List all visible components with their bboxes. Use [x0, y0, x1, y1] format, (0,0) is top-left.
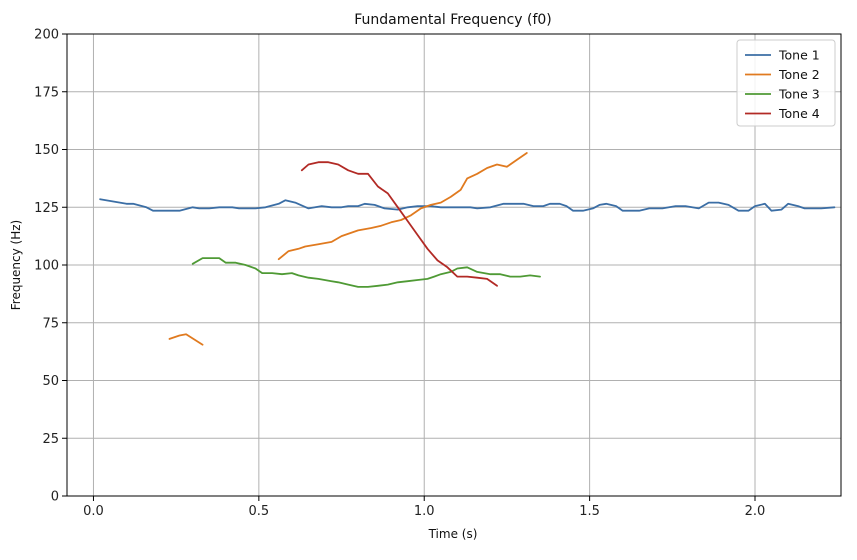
x-tick-label: 1.0 [414, 504, 435, 519]
y-axis-label: Frequency (Hz) [9, 220, 23, 311]
y-tick-label: 200 [34, 28, 59, 43]
y-tick-label: 0 [51, 490, 59, 505]
legend-label: Tone 3 [778, 87, 820, 102]
y-tick-label: 125 [34, 201, 59, 216]
y-tick-label: 150 [34, 143, 59, 158]
x-tick-label: 0.5 [249, 504, 270, 519]
series-line-tone-1 [99, 198, 836, 212]
legend-label: Tone 1 [778, 48, 820, 63]
y-tick-label: 100 [34, 259, 59, 274]
legend: Tone 1 Tone 2 Tone 3 Tone 4 [736, 39, 836, 127]
y-tick-label: 25 [42, 432, 59, 447]
series-line-tone-2 [277, 152, 528, 261]
x-tick-label: 0.0 [83, 504, 104, 519]
chart-title: Fundamental Frequency (f0) [354, 12, 552, 28]
y-tick-label: 50 [42, 374, 59, 389]
x-tick-label: 2.0 [745, 504, 766, 519]
series-line-tone-4 [300, 161, 498, 287]
y-tick-label: 75 [42, 316, 59, 331]
series-line-tone-2 [168, 333, 204, 346]
x-tick-label: 1.5 [579, 504, 600, 519]
series-line-tone-3 [191, 257, 541, 288]
x-axis-label: Time (s) [428, 527, 478, 541]
tick-layer: 0.0 0.5 1.0 1.5 2.0 0 25 50 75 100 125 150 175 200 [34, 28, 765, 520]
legend-label: Tone 4 [778, 106, 820, 121]
y-tick-label: 175 [34, 85, 59, 100]
series-layer [99, 152, 836, 346]
legend-box [736, 39, 836, 127]
legend-label: Tone 2 [778, 67, 820, 82]
